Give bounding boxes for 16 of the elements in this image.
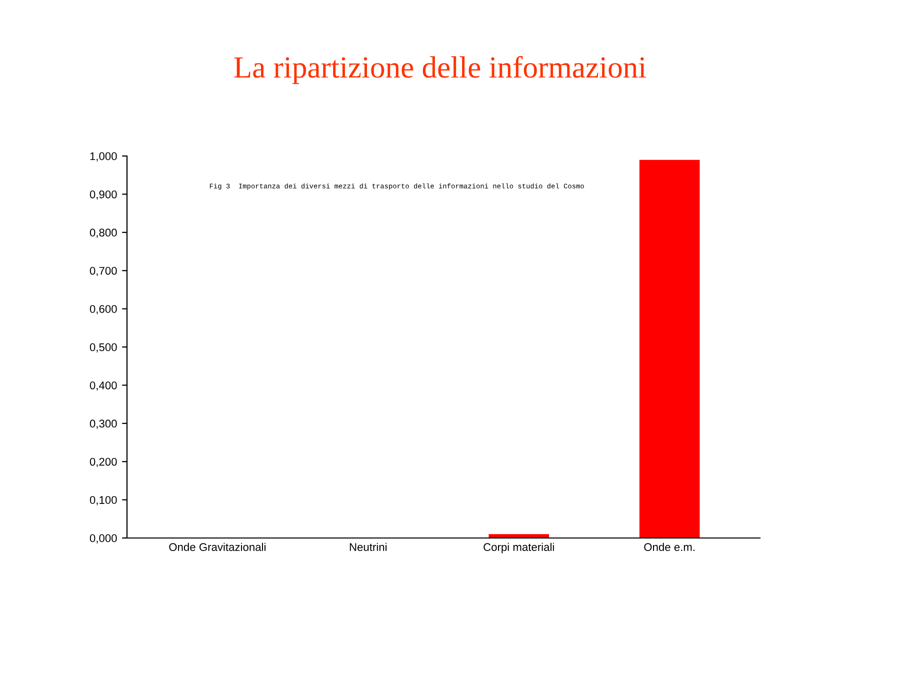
y-tick-label: 0,400 [90,381,117,391]
x-tick-label: Onde Gravitazionali [169,542,266,552]
y-tick-label: 0,000 [90,534,117,544]
y-tick-label: 0,300 [90,420,117,429]
y-tick-label: 0,100 [90,496,117,506]
chart-title: La ripartizione delle informazioni [234,56,646,84]
y-tick-label: 1,000 [90,152,117,162]
y-tick-label: 0,200 [90,458,117,468]
y-tick-label: 0,600 [90,305,117,314]
y-tick-label: 0,900 [90,190,117,200]
y-tick-label: 0,800 [90,228,117,238]
x-tick-label: Neutrini [350,542,387,552]
x-tick-label: Corpi materiali [484,542,554,554]
x-tick-label: Onde e.m. [644,542,694,552]
y-tick-label: 0,500 [90,343,117,352]
y-tick-label: 0,700 [90,266,117,276]
